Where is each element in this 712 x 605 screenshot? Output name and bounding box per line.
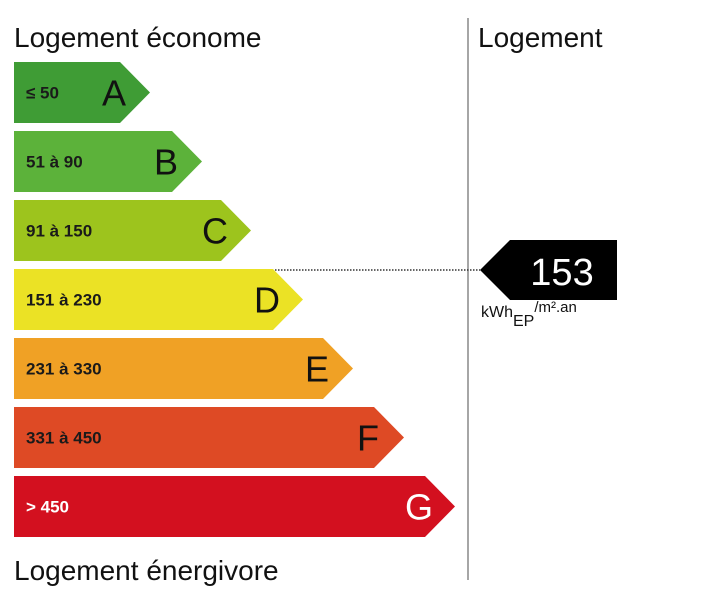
bottom-label: Logement énergivore [14,555,279,586]
indicator-unit: kWhEP/m².an [481,299,577,330]
class-letter: C [202,211,228,252]
class-letter: E [305,349,329,390]
class-range: 51 à 90 [26,153,83,172]
class-bars: ≤ 50 A 51 à 90 B 91 à 150 C 151 à 230 D 231 à 33… [14,62,455,537]
class-range: > 450 [26,498,69,517]
unit: kWh [481,304,513,321]
class-bar [14,62,150,123]
class-range: 331 à 450 [26,429,102,448]
class-letter: B [154,142,178,183]
class-letter: A [102,73,126,114]
class-range: 231 à 330 [26,360,102,379]
unit-sub: EP [513,313,534,330]
column-header: Logement [478,22,603,53]
class-range: ≤ 50 [26,84,59,103]
class-bar [14,476,455,537]
class-bar [14,200,251,261]
class-range: 151 à 230 [26,291,102,310]
unit-sup: /m².an [534,299,577,316]
class-range: 91 à 150 [26,222,92,241]
class-letter: F [357,418,379,459]
class-letter: D [254,280,280,321]
top-label: Logement économe [14,22,262,53]
indicator-arrow [480,240,617,300]
class-bar [14,131,202,192]
class-letter: G [405,487,433,528]
indicator-value: 153 [530,252,593,294]
class-bar [14,407,404,468]
class-bar [14,338,353,399]
class-bar [14,269,303,330]
